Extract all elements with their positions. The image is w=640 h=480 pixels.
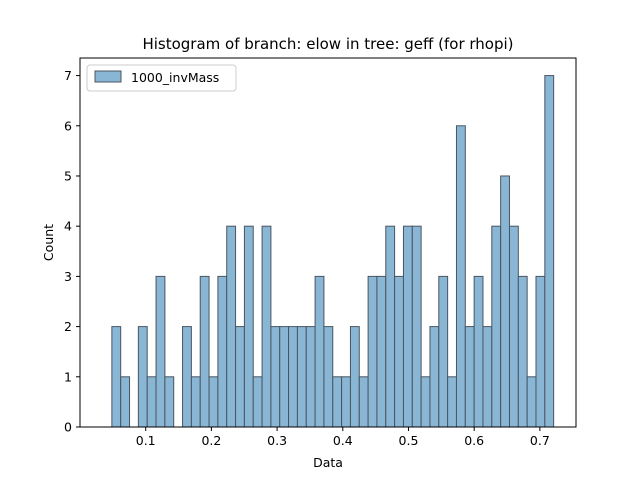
y-tick-label: 4 bbox=[64, 219, 72, 234]
histogram-bar bbox=[508, 225, 519, 428]
y-tick-label: 0 bbox=[64, 420, 72, 435]
y-tick-label: 7 bbox=[64, 68, 72, 83]
y-tick-label: 2 bbox=[64, 319, 72, 334]
histogram-bar bbox=[146, 376, 157, 428]
y-tick-label: 5 bbox=[64, 168, 72, 183]
histogram-bar bbox=[190, 376, 201, 428]
plot-frame bbox=[79, 57, 577, 428]
y-axis-label: Count bbox=[41, 224, 56, 261]
histogram-bar bbox=[217, 275, 228, 428]
histogram-bar bbox=[455, 125, 466, 428]
legend-box bbox=[86, 64, 237, 92]
x-tick-label: 0.1 bbox=[136, 433, 156, 448]
histogram-bar bbox=[314, 275, 325, 428]
histogram-bar bbox=[394, 275, 404, 428]
histogram-bar bbox=[279, 326, 290, 428]
histogram-bar bbox=[438, 275, 449, 428]
histogram-bar bbox=[482, 326, 493, 428]
histogram-bar bbox=[500, 175, 510, 428]
histogram-bar bbox=[252, 376, 263, 428]
histogram-bar bbox=[235, 326, 245, 428]
x-tick-label: 0.3 bbox=[267, 433, 287, 448]
histogram-bar bbox=[544, 75, 555, 428]
histogram-bar bbox=[429, 326, 440, 428]
histogram-bar bbox=[473, 275, 484, 428]
chart-title: Histogram of branch: elow in tree: geff … bbox=[142, 35, 513, 53]
histogram-bar bbox=[341, 376, 351, 428]
histogram-bar bbox=[535, 275, 546, 428]
histogram-bar bbox=[517, 275, 528, 428]
histogram-bar bbox=[199, 275, 210, 428]
histogram-bar bbox=[226, 225, 237, 428]
histogram-bar bbox=[402, 225, 413, 428]
x-tick-label: 0.2 bbox=[201, 433, 221, 448]
histogram-bar bbox=[385, 225, 396, 428]
y-tick-label: 1 bbox=[64, 369, 72, 384]
legend-label: 1000_invMass bbox=[131, 70, 219, 85]
histogram-bar bbox=[296, 326, 307, 428]
histogram-bar bbox=[243, 225, 254, 428]
histogram-bar bbox=[305, 326, 316, 428]
histogram-bar bbox=[367, 275, 378, 428]
histogram-bar bbox=[332, 376, 343, 428]
histogram-bar bbox=[376, 275, 387, 428]
x-tick-label: 0.6 bbox=[464, 433, 484, 448]
histogram-bar bbox=[411, 225, 422, 428]
y-tick-label: 6 bbox=[64, 118, 72, 133]
histogram-bar bbox=[491, 225, 502, 428]
histogram-bar bbox=[464, 326, 475, 428]
y-tick-label: 3 bbox=[64, 269, 72, 284]
x-tick-label: 0.5 bbox=[399, 433, 419, 448]
histogram-bar bbox=[261, 225, 272, 428]
histogram-bar bbox=[111, 326, 122, 428]
y-axis: 0 1 2 3 4 5 6 7 bbox=[64, 68, 80, 435]
histogram-bar bbox=[182, 326, 192, 428]
histogram-bar bbox=[447, 376, 457, 428]
histogram-bar bbox=[288, 326, 298, 428]
x-axis: 0.1 0.2 0.3 0.4 0.5 0.6 0.7 bbox=[136, 427, 550, 448]
histogram-bar bbox=[120, 376, 131, 428]
x-tick-label: 0.7 bbox=[530, 433, 550, 448]
histogram-bar bbox=[526, 376, 537, 428]
histogram-bar bbox=[420, 376, 431, 428]
legend-swatch bbox=[94, 70, 122, 83]
histogram-bar bbox=[270, 326, 281, 428]
histogram-bar bbox=[208, 376, 219, 428]
legend: 1000_invMass bbox=[86, 64, 237, 92]
histogram-bar bbox=[137, 326, 148, 428]
histogram-bar bbox=[164, 376, 175, 428]
histogram-bar bbox=[358, 376, 369, 428]
histogram-bar bbox=[155, 275, 166, 428]
histogram-bar bbox=[323, 326, 334, 428]
x-axis-label: Data bbox=[313, 455, 343, 470]
x-tick-label: 0.4 bbox=[333, 433, 353, 448]
histogram-bar bbox=[349, 326, 360, 428]
